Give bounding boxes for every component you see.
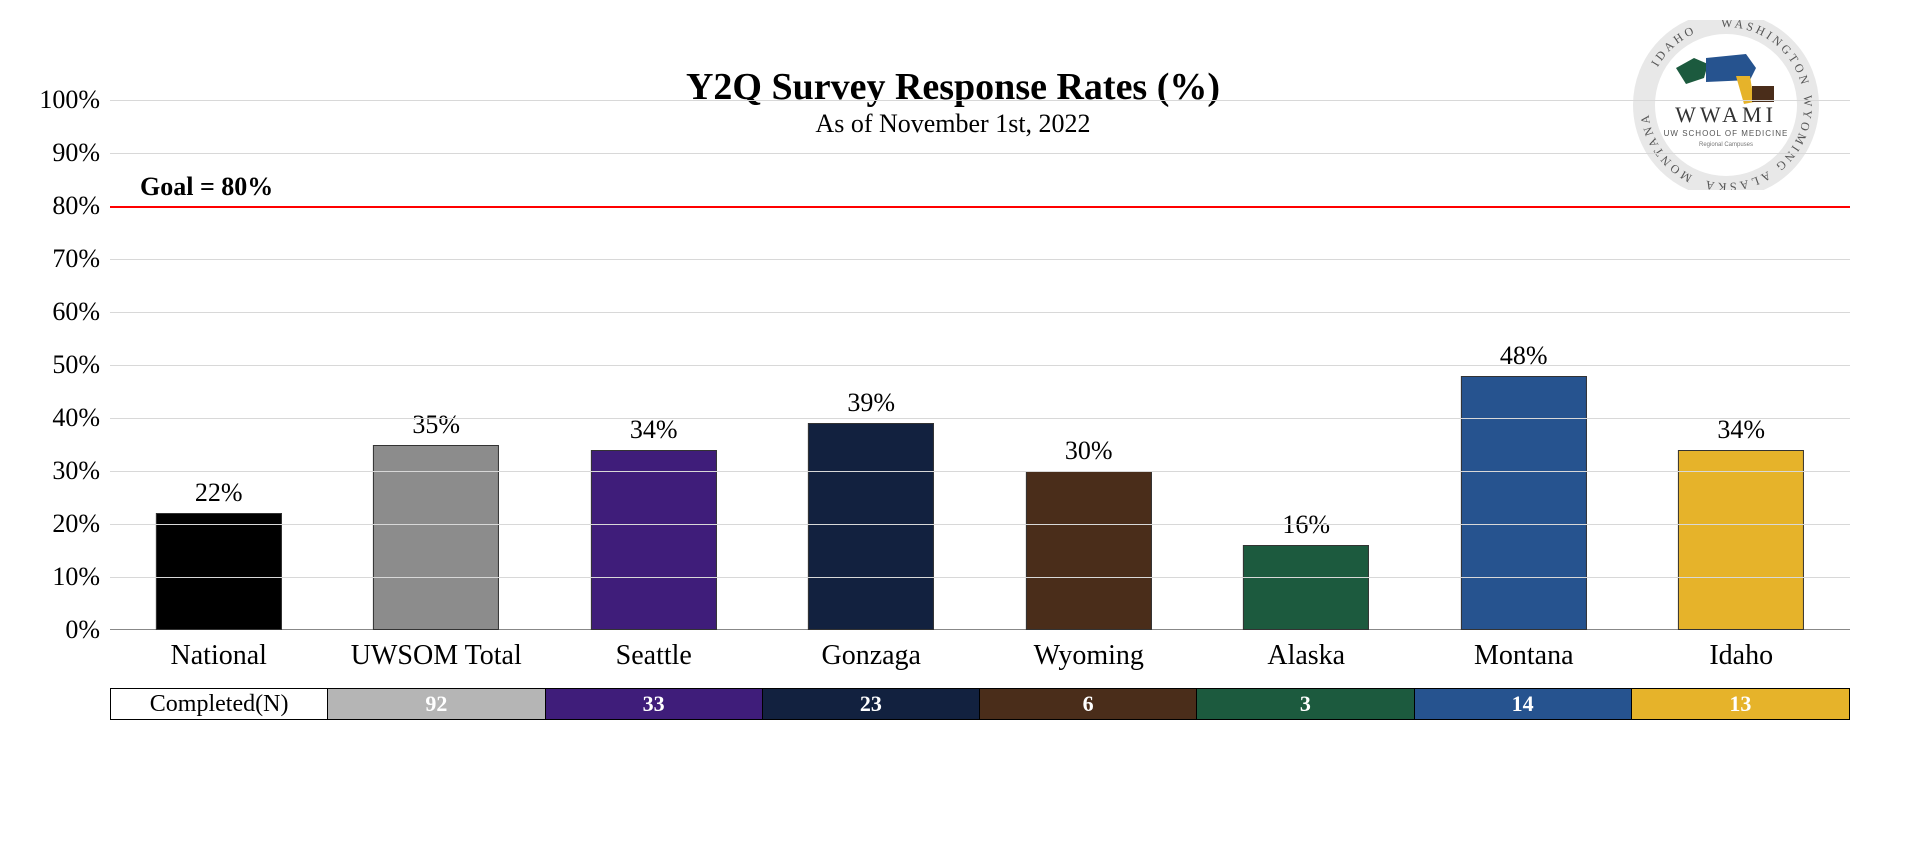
bar: 35%	[373, 445, 499, 631]
bar: 22%	[156, 513, 282, 630]
y-tick-label: 70%	[30, 244, 100, 274]
completed-value-cell: 92	[328, 689, 545, 719]
completed-header-cell: Completed(N)	[111, 689, 328, 719]
bar-value-label: 39%	[809, 388, 933, 418]
bar-value-label: 30%	[1027, 436, 1151, 466]
bar: 30%	[1026, 471, 1152, 630]
gridline	[110, 259, 1850, 260]
completed-value-cell: 6	[980, 689, 1197, 719]
gridline	[110, 100, 1850, 101]
x-tick-label: Seattle	[545, 630, 763, 672]
x-tick-label: National	[110, 630, 328, 672]
bar-value-label: 22%	[157, 478, 281, 508]
y-tick-label: 0%	[30, 615, 100, 645]
gridline	[110, 365, 1850, 366]
completed-row: Completed(N)923323631413	[110, 688, 1850, 720]
y-tick-label: 100%	[30, 85, 100, 115]
x-tick-label: Montana	[1415, 630, 1633, 672]
gridline	[110, 312, 1850, 313]
completed-value-cell: 23	[763, 689, 980, 719]
bar-value-label: 35%	[374, 410, 498, 440]
gridline	[110, 153, 1850, 154]
goal-line	[110, 206, 1850, 208]
plot-area: 22%National35%UWSOM Total34%Seattle39%Go…	[110, 100, 1850, 630]
bar-value-label: 48%	[1462, 341, 1586, 371]
y-tick-label: 80%	[30, 191, 100, 221]
bar-value-label: 34%	[592, 415, 716, 445]
gridline	[110, 524, 1850, 525]
bar: 34%	[1678, 450, 1804, 630]
completed-value-cell: 3	[1197, 689, 1414, 719]
completed-value-cell: 13	[1632, 689, 1849, 719]
y-tick-label: 90%	[30, 138, 100, 168]
bar: 39%	[808, 423, 934, 630]
x-tick-label: Idaho	[1633, 630, 1851, 672]
bar: 48%	[1461, 376, 1587, 630]
completed-value-cell: 14	[1415, 689, 1632, 719]
goal-label: Goal = 80%	[140, 172, 273, 202]
y-tick-label: 60%	[30, 297, 100, 327]
y-tick-label: 10%	[30, 562, 100, 592]
bar: 34%	[591, 450, 717, 630]
completed-value-cell: 33	[546, 689, 763, 719]
gridline	[110, 418, 1850, 419]
y-tick-label: 20%	[30, 509, 100, 539]
x-tick-label: Gonzaga	[763, 630, 981, 672]
bar-value-label: 34%	[1679, 415, 1803, 445]
gridline	[110, 577, 1850, 578]
x-tick-label: Alaska	[1198, 630, 1416, 672]
y-tick-label: 50%	[30, 350, 100, 380]
bar-value-label: 16%	[1244, 510, 1368, 540]
x-tick-label: UWSOM Total	[328, 630, 546, 672]
chart-container: IDAHO WASHINGTON WYOMING ALASKA MONTANA …	[0, 0, 1906, 860]
y-tick-label: 30%	[30, 456, 100, 486]
y-tick-label: 40%	[30, 403, 100, 433]
gridline	[110, 471, 1850, 472]
x-tick-label: Wyoming	[980, 630, 1198, 672]
bar: 16%	[1243, 545, 1369, 630]
